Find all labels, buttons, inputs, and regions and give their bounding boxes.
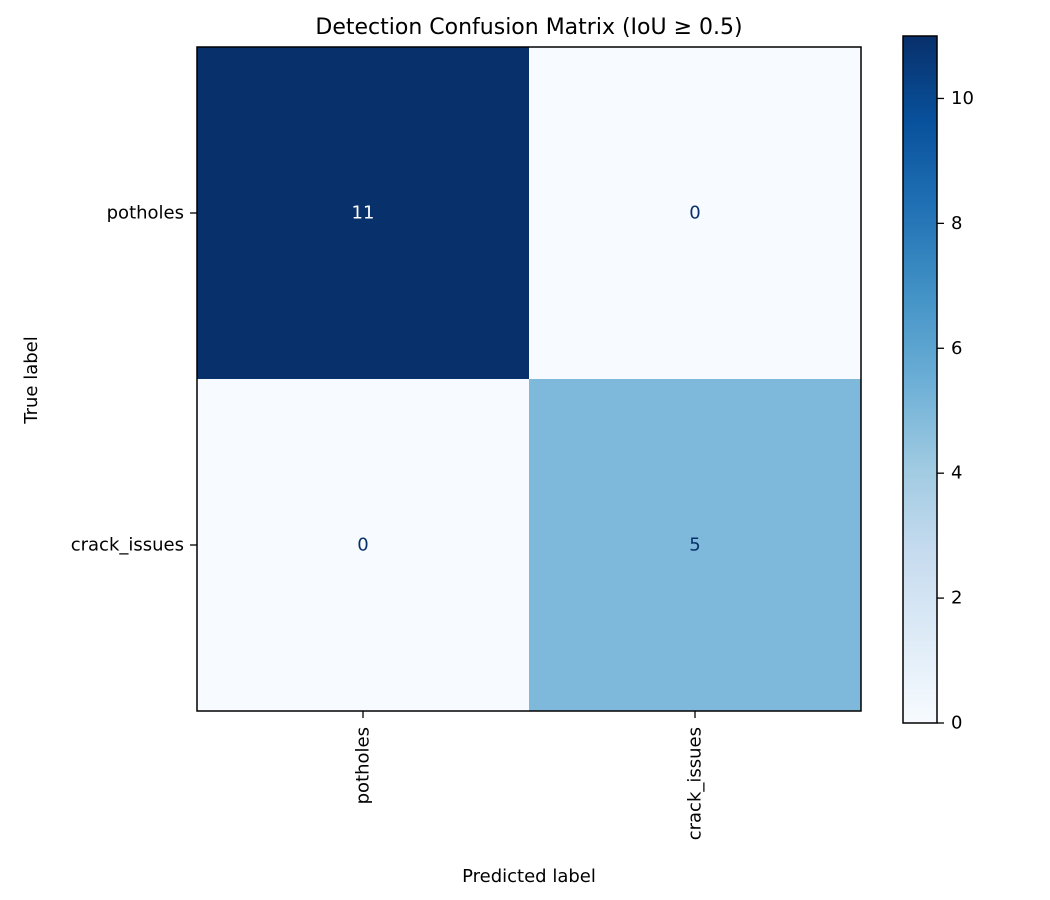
- colorbar-tick-label: 2: [951, 588, 962, 609]
- y-axis-label: True label: [21, 336, 42, 425]
- chart-title: Detection Confusion Matrix (IoU ≥ 0.5): [315, 15, 742, 40]
- cell-value-label: 11: [352, 203, 375, 224]
- heatmap-cell: [529, 47, 862, 380]
- heatmap-cell-labels: 11 0 0 5: [352, 203, 701, 556]
- x-tick-label: crack_issues: [685, 727, 706, 840]
- cell-value-label: 5: [689, 535, 700, 556]
- y-axis-ticks: potholes crack_issues: [71, 203, 197, 556]
- x-tick-label: potholes: [353, 727, 374, 804]
- cell-value-label: 0: [689, 203, 700, 224]
- colorbar-tick-label: 0: [951, 713, 962, 734]
- cell-value-label: 0: [357, 535, 368, 556]
- colorbar-tick-label: 8: [951, 213, 962, 234]
- colorbar-ticks: 0 2 4 6 8 10: [937, 88, 974, 734]
- heatmap-cell: [529, 379, 862, 712]
- colorbar: [902, 35, 938, 724]
- plot-frame: [196, 46, 862, 712]
- y-tick-label: crack_issues: [71, 535, 184, 556]
- x-axis-ticks: potholes crack_issues: [353, 711, 706, 840]
- heatmap-cell: [197, 47, 530, 380]
- colorbar-tick-label: 6: [951, 338, 962, 359]
- y-tick-label: potholes: [107, 203, 184, 224]
- x-axis-label: Predicted label: [462, 866, 596, 887]
- colorbar-tick-label: 10: [951, 88, 974, 109]
- heatmap-cells: [197, 47, 862, 712]
- colorbar-tick-label: 4: [951, 463, 962, 484]
- heatmap-cell: [197, 379, 530, 712]
